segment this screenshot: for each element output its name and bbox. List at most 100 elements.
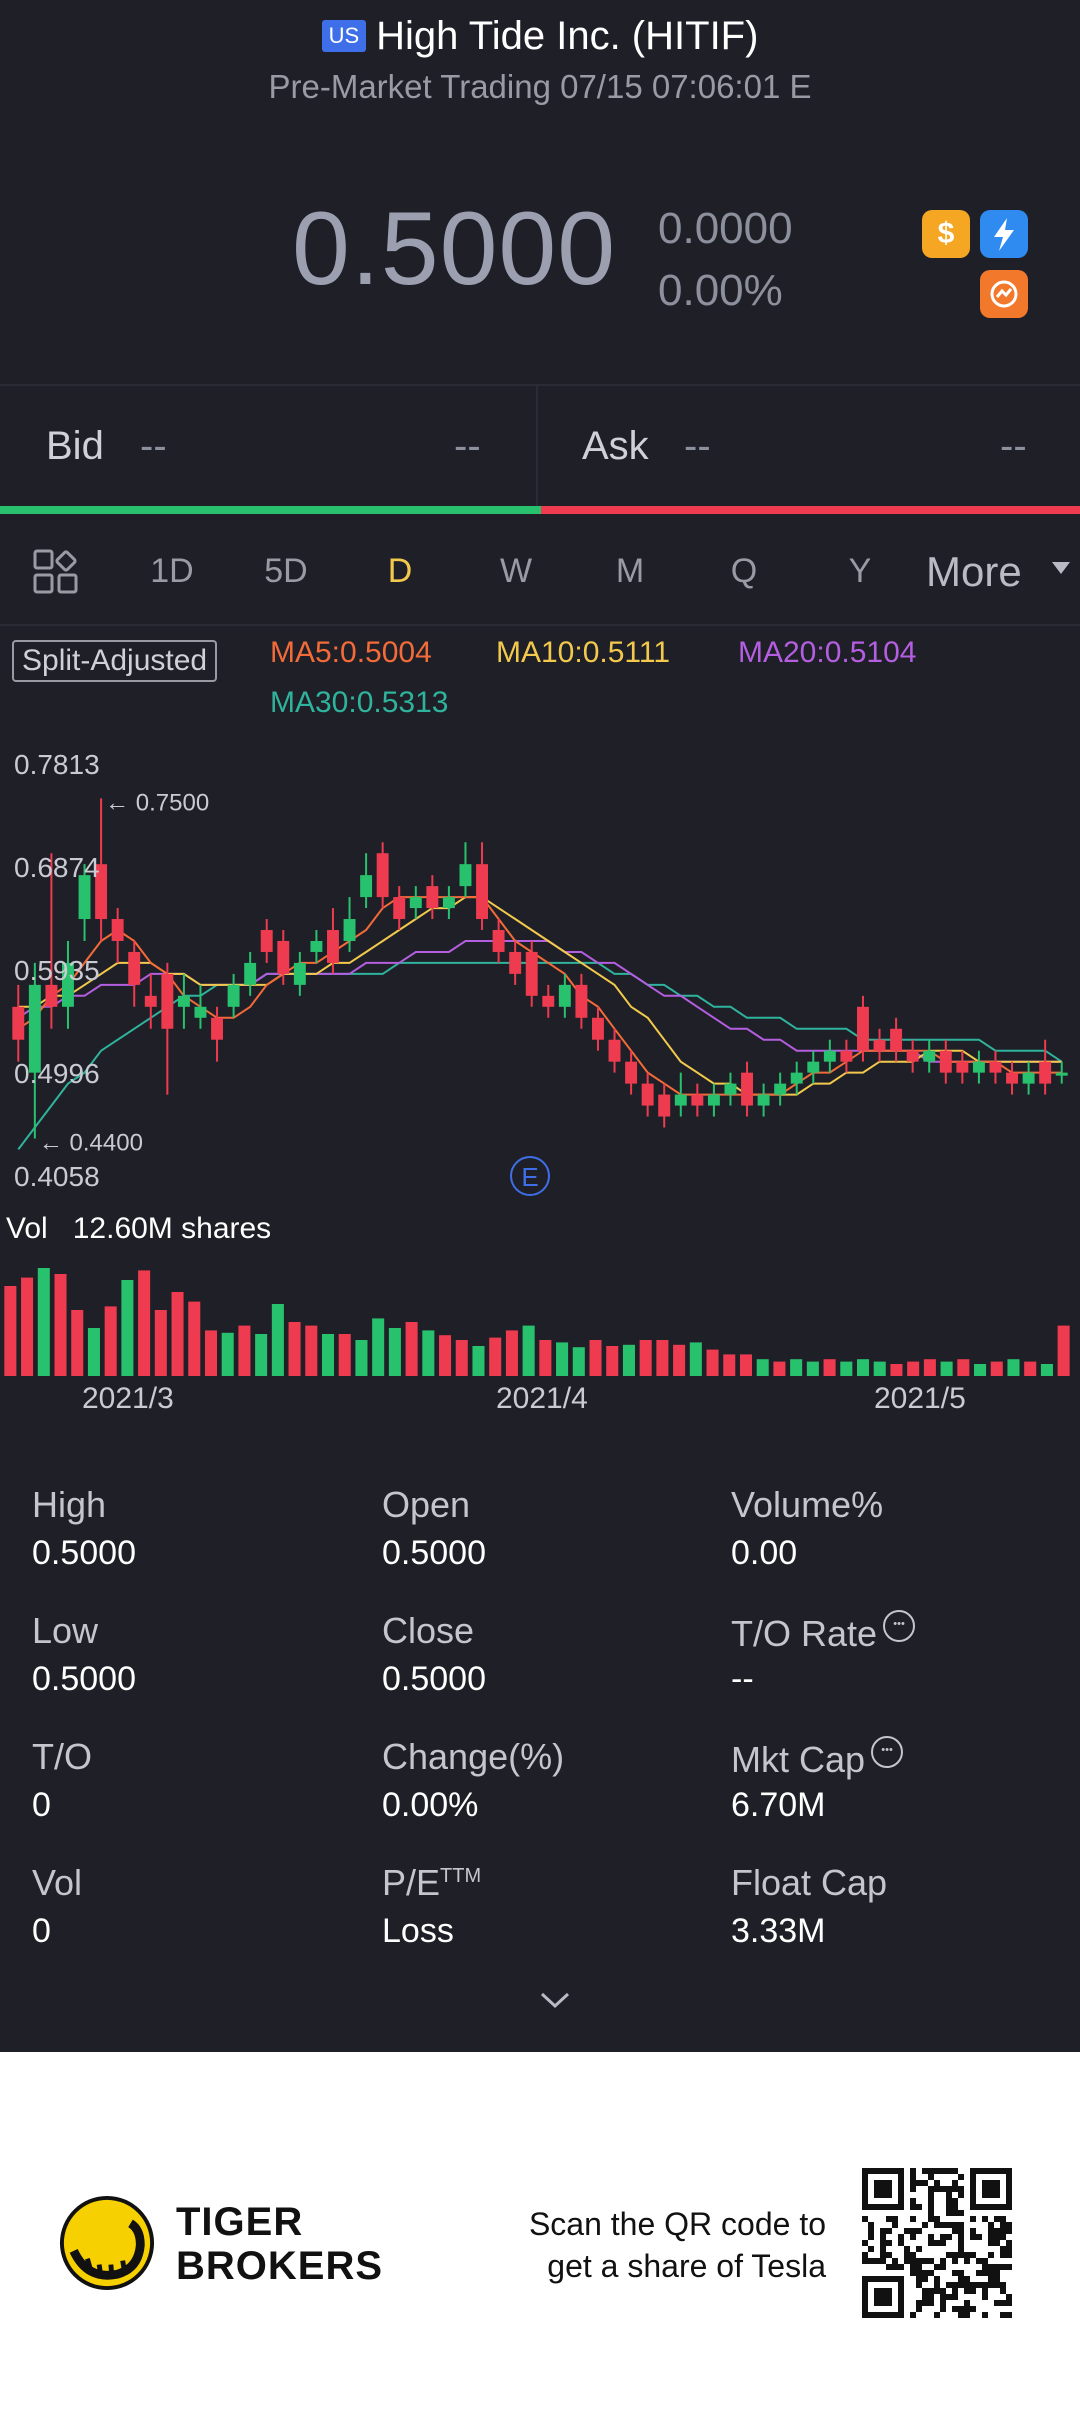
qr-module xyxy=(1006,2312,1012,2318)
tab-y[interactable]: Y xyxy=(848,552,872,590)
volume-bar xyxy=(773,1361,786,1376)
candle-body xyxy=(972,1061,985,1073)
qr-module xyxy=(1000,2264,1006,2270)
more-info-icon[interactable] xyxy=(871,1736,904,1768)
ask-size: -- xyxy=(1000,424,1027,468)
last-price: 0.5000 xyxy=(292,191,617,307)
candle-body xyxy=(78,875,91,920)
qr-module xyxy=(862,2258,868,2264)
earnings-event-icon xyxy=(510,1156,550,1196)
ask-ratio-bar xyxy=(541,506,1080,514)
volume-bar xyxy=(990,1361,1003,1376)
qr-module xyxy=(1006,2264,1012,2270)
volume-bar xyxy=(1007,1359,1020,1376)
volume-title: Vol 12.60M shares xyxy=(6,1212,271,1246)
qr-module xyxy=(952,2282,958,2288)
volume-chart[interactable] xyxy=(0,1250,1080,1376)
more-info-icon[interactable] xyxy=(883,1610,916,1642)
qr-module xyxy=(1000,2234,1006,2240)
qr-module xyxy=(910,2234,916,2240)
qr-module xyxy=(922,2258,928,2264)
qr-module xyxy=(922,2222,928,2228)
qr-module xyxy=(970,2282,976,2288)
qr-module xyxy=(1006,2294,1012,2300)
brand-name-line1: TIGER xyxy=(176,2200,304,2244)
layout-grid-icon[interactable] xyxy=(32,548,80,596)
volume-bar xyxy=(204,1330,218,1376)
volume-bar xyxy=(556,1342,569,1376)
qr-module xyxy=(958,2234,964,2240)
y-tick-label: 0.4996 xyxy=(14,1058,100,1089)
qr-module xyxy=(928,2234,934,2240)
tab-w[interactable]: W xyxy=(499,552,533,590)
qr-module xyxy=(946,2294,952,2300)
share-icon[interactable] xyxy=(980,270,1028,318)
qr-module xyxy=(1000,2222,1006,2228)
qr-module xyxy=(922,2168,928,2174)
chevron-down-icon[interactable] xyxy=(538,1990,572,2010)
candlestick-chart[interactable]: 0.7813 0.6874 0.5935 0.4996 0.4058 ← 0.7500 ← … xyxy=(0,740,1080,1240)
volume-bar xyxy=(505,1330,518,1376)
qr-module xyxy=(940,2234,946,2240)
qr-module xyxy=(928,2186,934,2192)
qr-module xyxy=(922,2288,928,2294)
tab-1d[interactable]: 1D xyxy=(150,552,194,590)
tab-q[interactable]: Q xyxy=(730,552,758,590)
volume-bar xyxy=(572,1347,585,1376)
stat-low-value: 0.5000 xyxy=(32,1660,136,1698)
qr-module xyxy=(994,2276,1000,2282)
stat-to-rate-value: -- xyxy=(731,1660,754,1698)
dollar-icon[interactable]: $ xyxy=(922,210,970,258)
split-adjusted-button[interactable]: Split-Adjusted xyxy=(12,640,218,682)
qr-module xyxy=(952,2222,958,2228)
stat-mkt-cap-label: Mkt Cap xyxy=(731,1736,904,1781)
qr-module xyxy=(934,2282,940,2288)
volume-bar xyxy=(305,1325,318,1376)
pe-text: P/E xyxy=(382,1862,441,1903)
tab-m[interactable]: M xyxy=(615,552,645,590)
qr-module xyxy=(952,2252,958,2258)
stock-name: High Tide Inc. (HITIF) xyxy=(376,14,759,58)
qr-module xyxy=(1000,2312,1006,2318)
candle-body xyxy=(525,951,538,996)
qr-module xyxy=(916,2228,922,2234)
qr-module xyxy=(988,2282,994,2288)
volume-bar xyxy=(338,1334,351,1376)
qr-module xyxy=(958,2174,964,2180)
qr-module xyxy=(928,2174,934,2180)
volume-bar xyxy=(723,1354,736,1376)
candle-body xyxy=(111,919,124,941)
candle-body xyxy=(327,930,339,963)
qr-module xyxy=(868,2222,874,2228)
caret-down-icon[interactable] xyxy=(1052,562,1070,574)
volume-bar xyxy=(823,1359,836,1376)
volume-bar xyxy=(439,1335,452,1376)
volume-bar xyxy=(455,1340,468,1376)
qr-module xyxy=(994,2228,1000,2234)
qr-module xyxy=(994,2270,1000,2276)
candle-body xyxy=(757,1094,770,1106)
more-periods-button[interactable]: More xyxy=(926,548,1022,595)
stat-low-label: Low xyxy=(32,1610,99,1651)
qr-module xyxy=(934,2240,940,2246)
bid-price: -- xyxy=(140,424,167,468)
candle-body xyxy=(1006,1072,1018,1084)
mkt-cap-text: Mkt Cap xyxy=(731,1739,866,1780)
qr-module xyxy=(868,2228,874,2234)
qr-module xyxy=(910,2180,916,2186)
qr-module xyxy=(952,2168,958,2174)
candle-body xyxy=(161,973,174,1029)
qr-module xyxy=(958,2276,964,2282)
qr-module xyxy=(916,2270,922,2276)
stat-close-label: Close xyxy=(382,1610,475,1651)
flash-icon[interactable] xyxy=(980,210,1028,258)
qr-code-icon[interactable] xyxy=(862,2168,1012,2318)
qr-module xyxy=(976,2282,982,2288)
volume-bar xyxy=(974,1364,987,1376)
tab-d[interactable]: D xyxy=(387,552,413,590)
volume-bar xyxy=(806,1361,819,1376)
tab-5d[interactable]: 5D xyxy=(264,552,308,590)
qr-module xyxy=(1006,2300,1012,2306)
qr-module xyxy=(916,2246,922,2252)
ma10-line xyxy=(18,896,1062,1096)
